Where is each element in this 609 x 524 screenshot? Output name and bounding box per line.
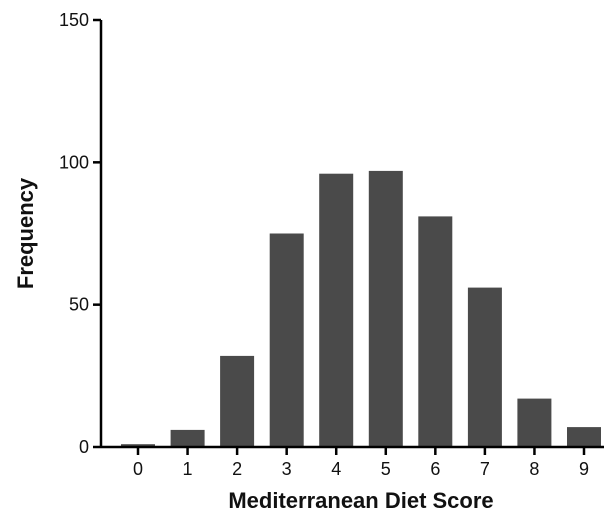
y-axis-title: Frequency — [13, 177, 38, 289]
x-tick-label-7: 7 — [480, 459, 490, 479]
x-tick-label-3: 3 — [282, 459, 292, 479]
bar-4 — [319, 173, 354, 447]
bar-6 — [418, 216, 453, 447]
axes-layer — [99, 20, 604, 449]
bar-0 — [121, 444, 155, 447]
x-tick-label-0: 0 — [133, 459, 143, 479]
x-axis-title: Mediterranean Diet Score — [228, 488, 493, 513]
bar-3 — [269, 233, 304, 447]
x-tick-label-6: 6 — [430, 459, 440, 479]
bar-1 — [170, 429, 205, 447]
y-tick-label-150: 150 — [59, 10, 89, 30]
bar-8 — [517, 398, 552, 447]
x-axis-ticks: 0 1 2 3 4 5 6 7 8 9 — [133, 447, 589, 479]
x-tick-label-8: 8 — [529, 459, 539, 479]
bar-2 — [220, 355, 255, 447]
y-tick-label-0: 0 — [79, 437, 89, 457]
bar-9 — [567, 427, 601, 447]
bar-5 — [368, 170, 403, 447]
bars-layer — [121, 170, 601, 447]
y-axis-ticks: 0 50 100 150 — [59, 10, 101, 457]
x-tick-label-4: 4 — [331, 459, 341, 479]
bar-7 — [467, 287, 502, 447]
x-tick-label-5: 5 — [381, 459, 391, 479]
x-tick-label-9: 9 — [579, 459, 589, 479]
y-tick-label-100: 100 — [59, 152, 89, 172]
x-tick-label-2: 2 — [232, 459, 242, 479]
x-tick-label-1: 1 — [183, 459, 193, 479]
y-tick-label-50: 50 — [69, 295, 89, 315]
